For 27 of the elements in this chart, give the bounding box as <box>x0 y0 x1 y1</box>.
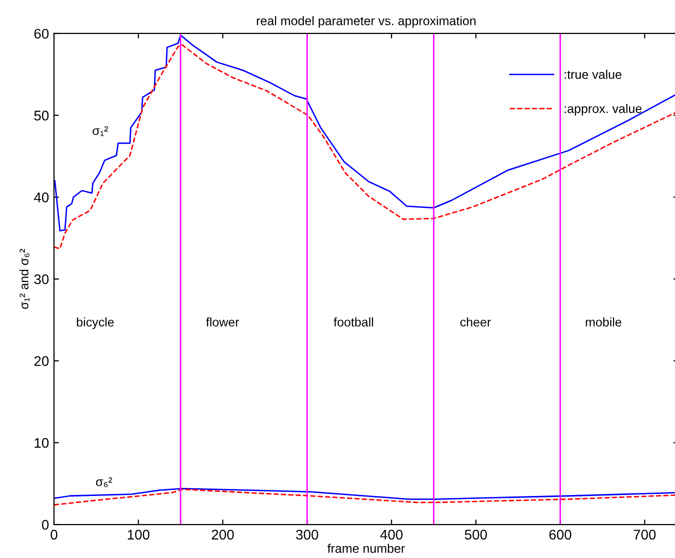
annotation: mobile <box>586 317 622 327</box>
y-axis-title: σ₁² and σ₆² <box>19 248 30 309</box>
x-tick-label: 600 <box>549 530 572 540</box>
x-tick-label: 200 <box>212 530 234 540</box>
x-axis-title: frame number <box>327 544 405 553</box>
annotation: football <box>334 317 374 327</box>
chart-title: real model parameter vs. approximation <box>256 16 476 28</box>
legend-label: :approx. value <box>564 104 642 116</box>
y-tick-label: 40 <box>34 192 49 202</box>
x-tick-label: 700 <box>634 530 656 540</box>
annotation: flower <box>206 317 240 327</box>
legend-label: :true value <box>564 70 622 79</box>
x-tick-label: 300 <box>296 530 318 540</box>
x-tick-label: 400 <box>380 530 403 540</box>
y-tick-label: 50 <box>34 110 49 120</box>
y-tick-label: 20 <box>34 356 49 366</box>
annotation: σ₆² <box>96 477 112 488</box>
x-tick-label: 500 <box>464 530 487 540</box>
annotation: bicycle <box>76 317 114 330</box>
y-tick-label: 0 <box>42 520 49 530</box>
y-tick-label: 60 <box>34 28 49 39</box>
annotation: σ₁² <box>92 126 108 136</box>
x-tick-label: 100 <box>128 530 150 540</box>
y-tick-label: 30 <box>34 274 49 284</box>
y-tick-label: 10 <box>34 438 49 448</box>
annotation: cheer <box>460 317 491 327</box>
x-tick-label: 0 <box>50 530 58 540</box>
